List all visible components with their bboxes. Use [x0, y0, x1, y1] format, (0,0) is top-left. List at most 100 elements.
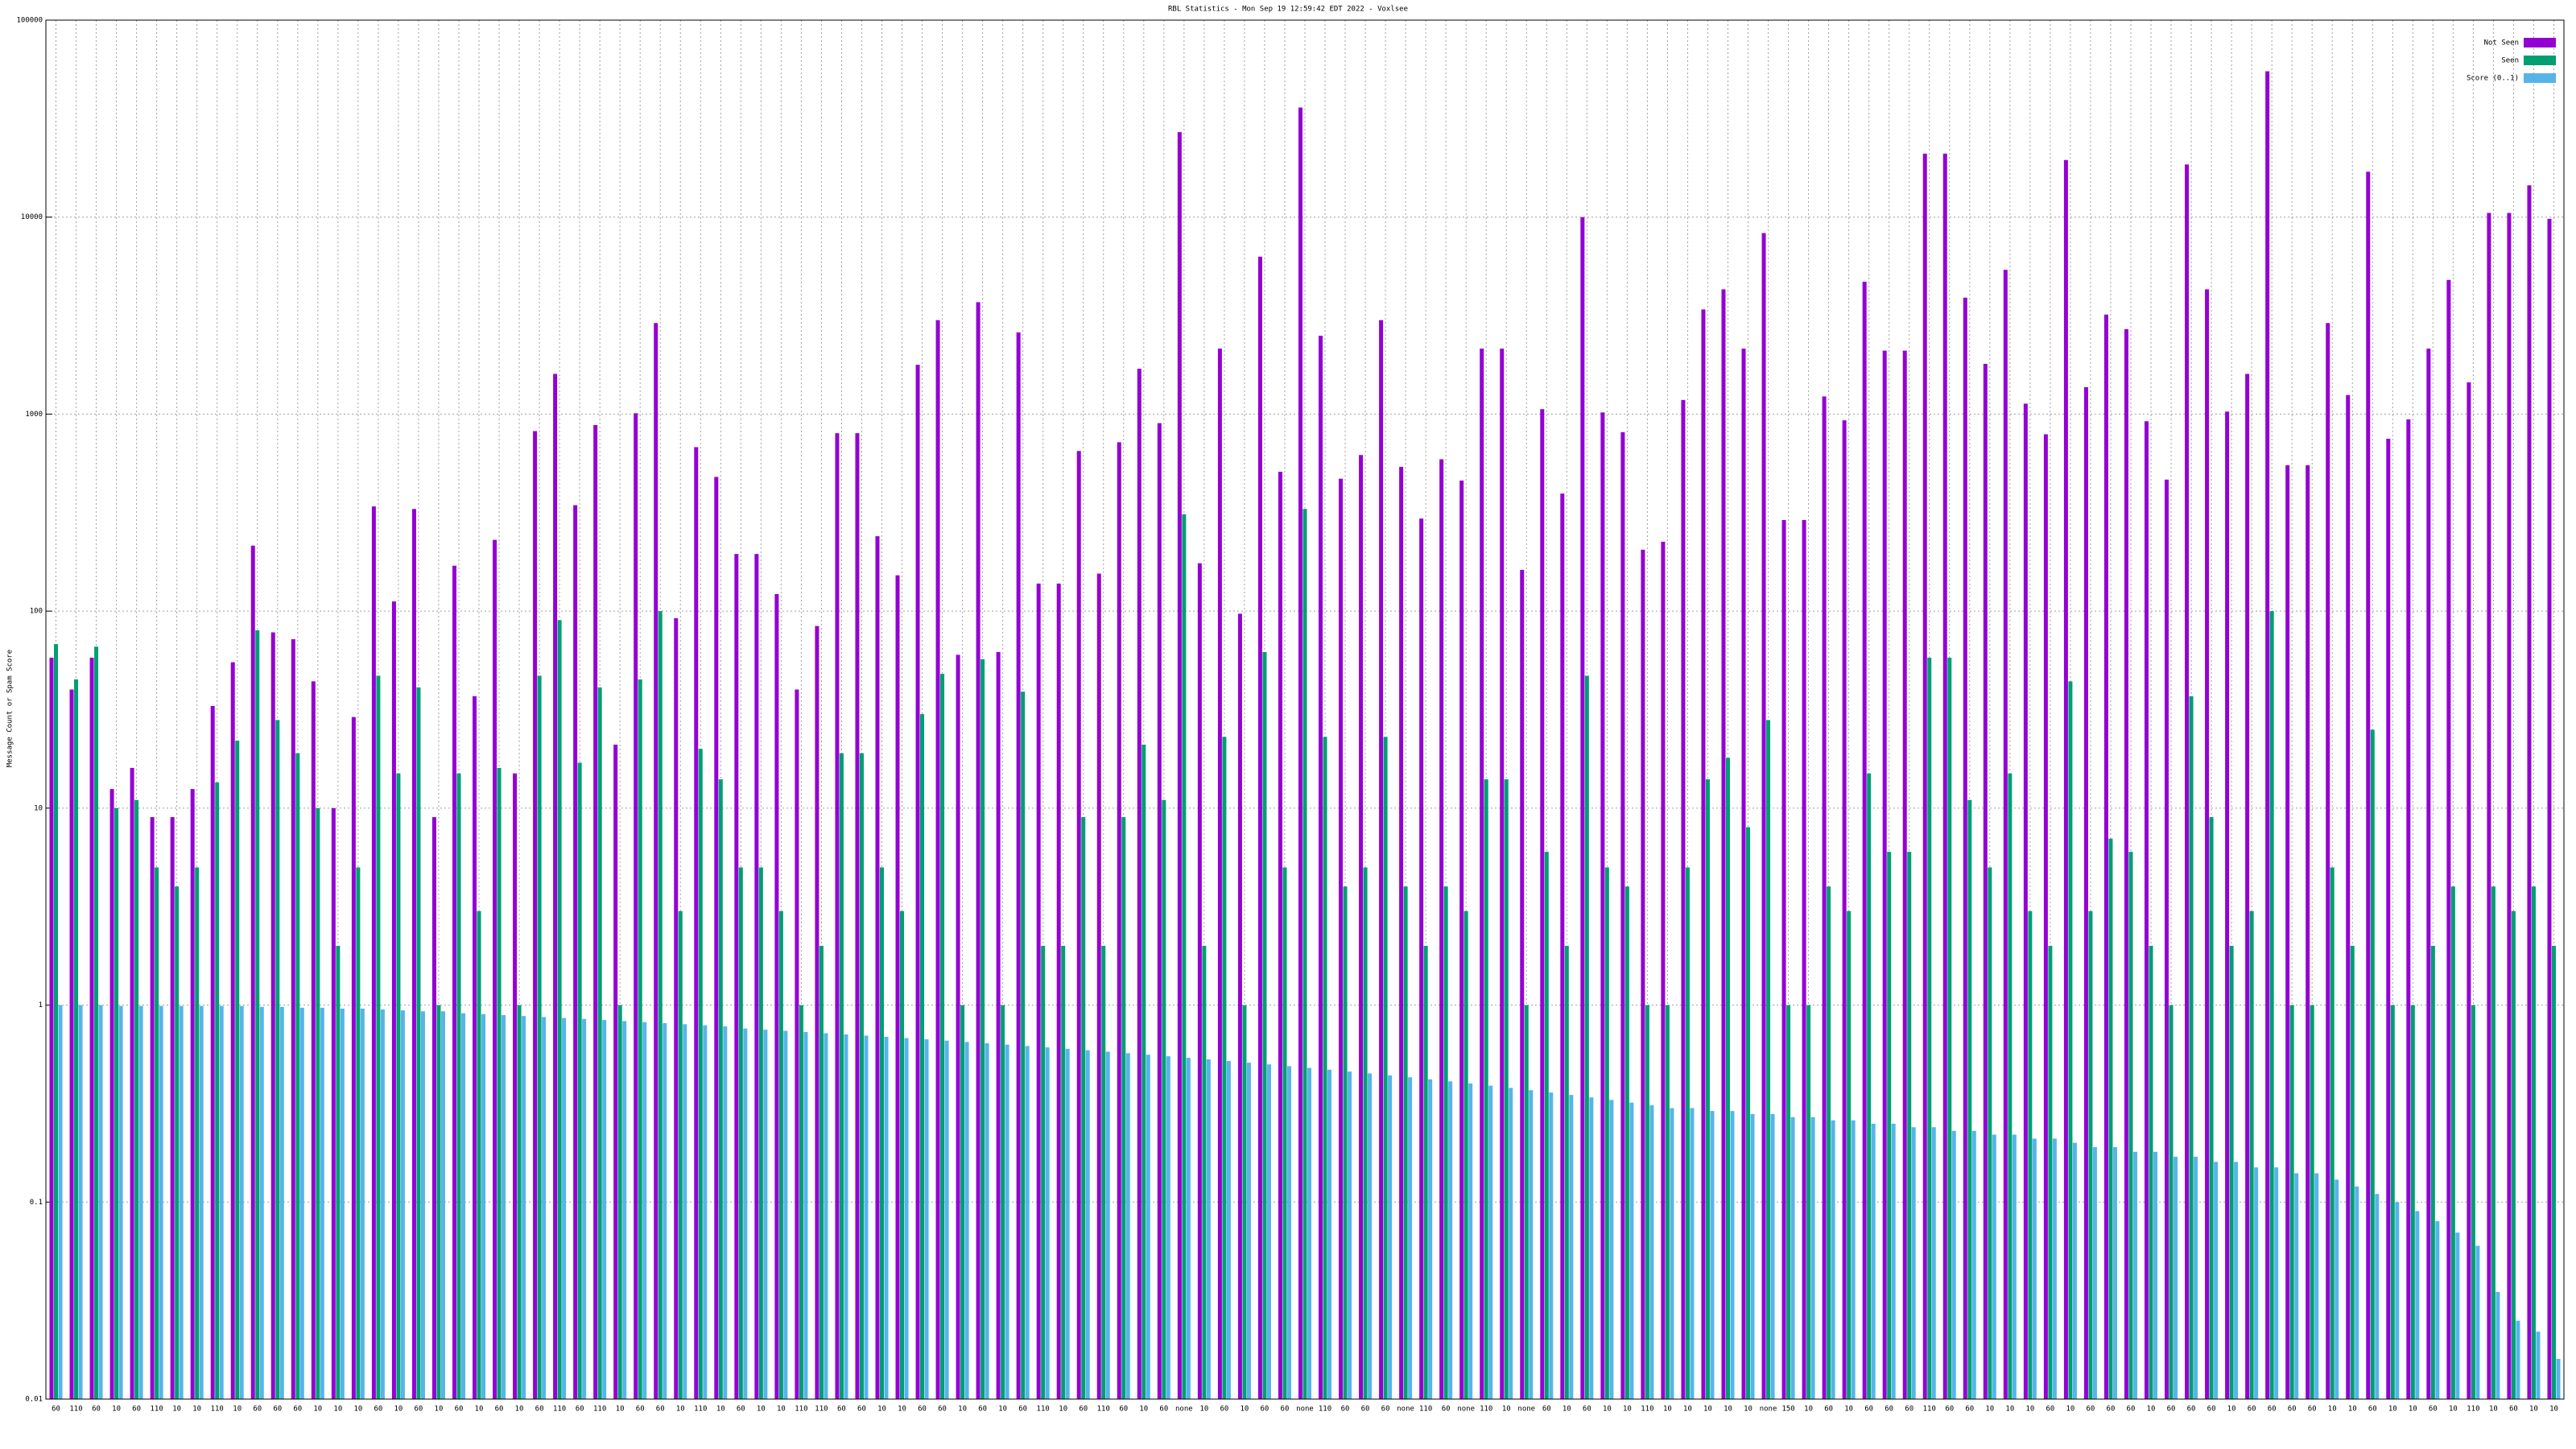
bar [2245, 374, 2250, 1399]
x-tick-label: 60 [535, 1406, 544, 1414]
x-tick-label: 10 [2449, 1406, 2458, 1414]
x-tick-label: 10 [1844, 1406, 1853, 1414]
x-tick-label: 10 [1502, 1406, 1511, 1414]
x-tick-label: 10 [1683, 1406, 1692, 1414]
x-tick-label: 10 [898, 1406, 906, 1414]
bar [1319, 336, 1323, 1399]
bar [1065, 1048, 1070, 1399]
y-tick-label: 100 [30, 608, 43, 616]
bar [74, 679, 79, 1399]
bar [2189, 696, 2194, 1399]
legend-label: Not Seen [2484, 39, 2519, 47]
x-tick-label: 110 [2467, 1406, 2479, 1414]
x-tick-label: 60 [636, 1406, 645, 1414]
bar [694, 447, 699, 1399]
bar [879, 867, 884, 1399]
bar [754, 554, 759, 1399]
x-tick-label: 60 [253, 1406, 262, 1414]
x-tick-label: 60 [2087, 1406, 2095, 1414]
x-tick-label: 60 [2509, 1406, 2518, 1414]
bar [855, 433, 860, 1400]
bar [2467, 382, 2471, 1400]
bar [2507, 213, 2512, 1400]
x-tick-label: 10 [777, 1406, 786, 1414]
bar [2531, 886, 2536, 1399]
bar [2103, 314, 2108, 1399]
bar [134, 799, 139, 1399]
x-tick-label: 10 [2227, 1406, 2236, 1414]
x-tick-label: 60 [1361, 1406, 1370, 1414]
bar [1278, 471, 1282, 1399]
bar [1902, 350, 1907, 1399]
bar [1182, 514, 1187, 1399]
bar [1266, 1064, 1271, 1399]
bar [844, 1034, 848, 1399]
bar [1569, 1095, 1574, 1399]
x-tick-label: 10 [1199, 1406, 1208, 1414]
bar [1001, 1005, 1005, 1399]
bar [175, 886, 180, 1399]
x-tick-label: 60 [1220, 1406, 1228, 1414]
x-tick-label: 10 [233, 1406, 242, 1414]
bar [915, 365, 920, 1399]
bar [2012, 1134, 2017, 1399]
y-tick-label: 0.1 [30, 1199, 43, 1207]
bar [2145, 421, 2149, 1399]
x-tick-label: 60 [1583, 1406, 1591, 1414]
bar [1761, 233, 1766, 1399]
x-tick-label: 60 [1945, 1406, 1954, 1414]
bar [1867, 773, 1872, 1399]
bar [1021, 691, 1026, 1399]
bar [1282, 867, 1287, 1399]
x-tick-label: 60 [2429, 1406, 2438, 1414]
bar [2491, 886, 2496, 1399]
bar [1887, 852, 1892, 1399]
bar [1096, 573, 1101, 1400]
x-tick-label: 60 [737, 1406, 745, 1414]
bar [411, 509, 416, 1399]
bar [718, 779, 723, 1399]
x-tick-label: 10 [1241, 1406, 1249, 1414]
bar [1388, 1075, 1393, 1399]
x-tick-label: 60 [1824, 1406, 1833, 1414]
bar [1105, 1051, 1110, 1399]
bar [900, 910, 905, 1399]
bar [456, 773, 461, 1399]
bar [1339, 478, 1344, 1399]
bar [1685, 867, 1690, 1399]
bar [557, 620, 562, 1399]
x-tick-label: 10 [172, 1406, 181, 1414]
bar [1085, 1050, 1090, 1399]
bar [1162, 799, 1166, 1399]
bar [2209, 817, 2214, 1399]
x-tick-label: 60 [2248, 1406, 2256, 1414]
bar [336, 945, 341, 1399]
bar [1141, 745, 1146, 1399]
bar [758, 867, 763, 1399]
x-tick-label: 10 [958, 1406, 967, 1414]
bar [2234, 1162, 2239, 1399]
bar [1041, 945, 1046, 1399]
bar [94, 646, 99, 1399]
bar [2435, 1221, 2440, 1399]
x-tick-label: 10 [192, 1406, 201, 1414]
bar [452, 565, 456, 1399]
bar [2112, 1147, 2117, 1399]
legend-label: Score (0..1) [2467, 75, 2519, 83]
bar [2406, 419, 2411, 1399]
x-tick-label: 10 [2529, 1406, 2538, 1414]
bar [2185, 164, 2190, 1400]
bar [1197, 563, 1202, 1399]
bar [2048, 945, 2053, 1399]
bar [1206, 1059, 1211, 1399]
bar [2355, 1186, 2359, 1399]
bar [1056, 583, 1061, 1399]
bar [2072, 1142, 2077, 1399]
bar [819, 945, 824, 1399]
bar [89, 658, 94, 1399]
bar [1439, 459, 1444, 1399]
bar [1463, 910, 1468, 1399]
bar [613, 745, 618, 1399]
bar [320, 1007, 324, 1399]
x-tick-label: 110 [1319, 1406, 1331, 1414]
